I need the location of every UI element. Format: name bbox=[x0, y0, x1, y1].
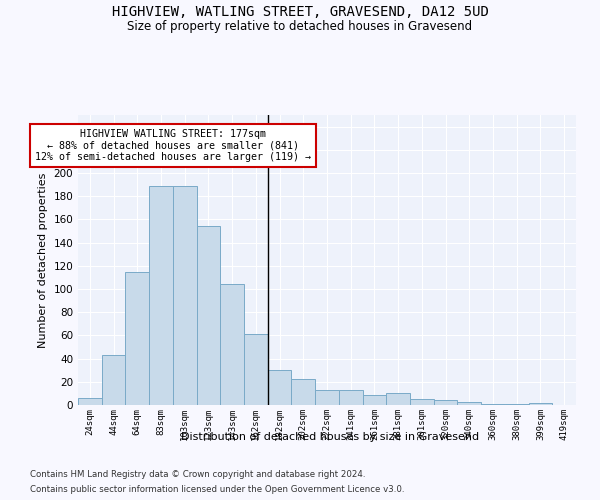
Text: Size of property relative to detached houses in Gravesend: Size of property relative to detached ho… bbox=[127, 20, 473, 33]
Bar bbox=[529, 402, 552, 405]
Bar bbox=[197, 226, 220, 405]
Y-axis label: Number of detached properties: Number of detached properties bbox=[38, 172, 48, 348]
Bar bbox=[505, 404, 529, 405]
Text: HIGHVIEW, WATLING STREET, GRAVESEND, DA12 5UD: HIGHVIEW, WATLING STREET, GRAVESEND, DA1… bbox=[112, 5, 488, 19]
Text: Distribution of detached houses by size in Gravesend: Distribution of detached houses by size … bbox=[181, 432, 479, 442]
Text: Contains HM Land Registry data © Crown copyright and database right 2024.: Contains HM Land Registry data © Crown c… bbox=[30, 470, 365, 479]
Bar bbox=[292, 380, 315, 405]
Text: Contains public sector information licensed under the Open Government Licence v3: Contains public sector information licen… bbox=[30, 485, 404, 494]
Bar bbox=[362, 394, 386, 405]
Bar bbox=[457, 402, 481, 405]
Bar bbox=[481, 404, 505, 405]
Bar bbox=[220, 284, 244, 405]
Bar bbox=[173, 186, 197, 405]
Bar bbox=[386, 394, 410, 405]
Bar bbox=[434, 400, 457, 405]
Bar bbox=[410, 399, 434, 405]
Bar bbox=[315, 390, 339, 405]
Bar bbox=[149, 186, 173, 405]
Bar bbox=[102, 355, 125, 405]
Bar bbox=[244, 334, 268, 405]
Bar bbox=[339, 390, 362, 405]
Bar bbox=[125, 272, 149, 405]
Bar bbox=[268, 370, 292, 405]
Text: HIGHVIEW WATLING STREET: 177sqm
← 88% of detached houses are smaller (841)
12% o: HIGHVIEW WATLING STREET: 177sqm ← 88% of… bbox=[35, 129, 311, 162]
Bar bbox=[78, 398, 102, 405]
